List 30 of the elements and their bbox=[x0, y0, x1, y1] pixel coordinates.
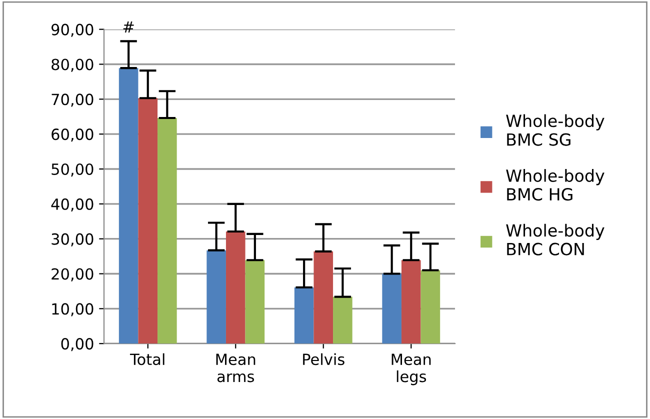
y-tick-label: 70,00 bbox=[52, 94, 94, 107]
bar bbox=[206, 250, 226, 344]
x-tick-label: Mean arms bbox=[216, 354, 256, 382]
y-tick-label: 90,00 bbox=[52, 24, 94, 37]
legend-label: Whole-body BMC HG bbox=[506, 169, 604, 201]
bar bbox=[138, 98, 158, 344]
y-tick-label: 50,00 bbox=[52, 163, 94, 177]
bar bbox=[401, 260, 421, 344]
bar bbox=[294, 287, 314, 344]
annotation: # bbox=[123, 22, 134, 32]
x-tick-label: Pelvis bbox=[303, 353, 344, 366]
y-tick-label: 20,00 bbox=[52, 268, 94, 282]
bar bbox=[314, 251, 334, 344]
bar bbox=[226, 232, 246, 344]
legend-label: Whole-body BMC CON bbox=[506, 224, 604, 256]
y-tick-label: 80,00 bbox=[52, 58, 94, 72]
y-tick-label: 30,00 bbox=[52, 233, 94, 246]
bar bbox=[333, 296, 352, 344]
y-tick-label: 0,00 bbox=[61, 338, 94, 352]
bar bbox=[158, 118, 177, 344]
y-tick-label: 40,00 bbox=[51, 198, 94, 212]
bar bbox=[420, 270, 440, 344]
x-tick-label: Mean legs bbox=[392, 354, 431, 386]
y-tick-label: 60,00 bbox=[52, 128, 94, 142]
x-tick-label: Total bbox=[130, 353, 164, 366]
bar bbox=[245, 260, 265, 344]
bar bbox=[118, 68, 138, 344]
legend-label: Whole-body BMC SG bbox=[506, 114, 604, 146]
y-tick-label: 10,00 bbox=[52, 303, 94, 316]
bar bbox=[382, 274, 402, 344]
